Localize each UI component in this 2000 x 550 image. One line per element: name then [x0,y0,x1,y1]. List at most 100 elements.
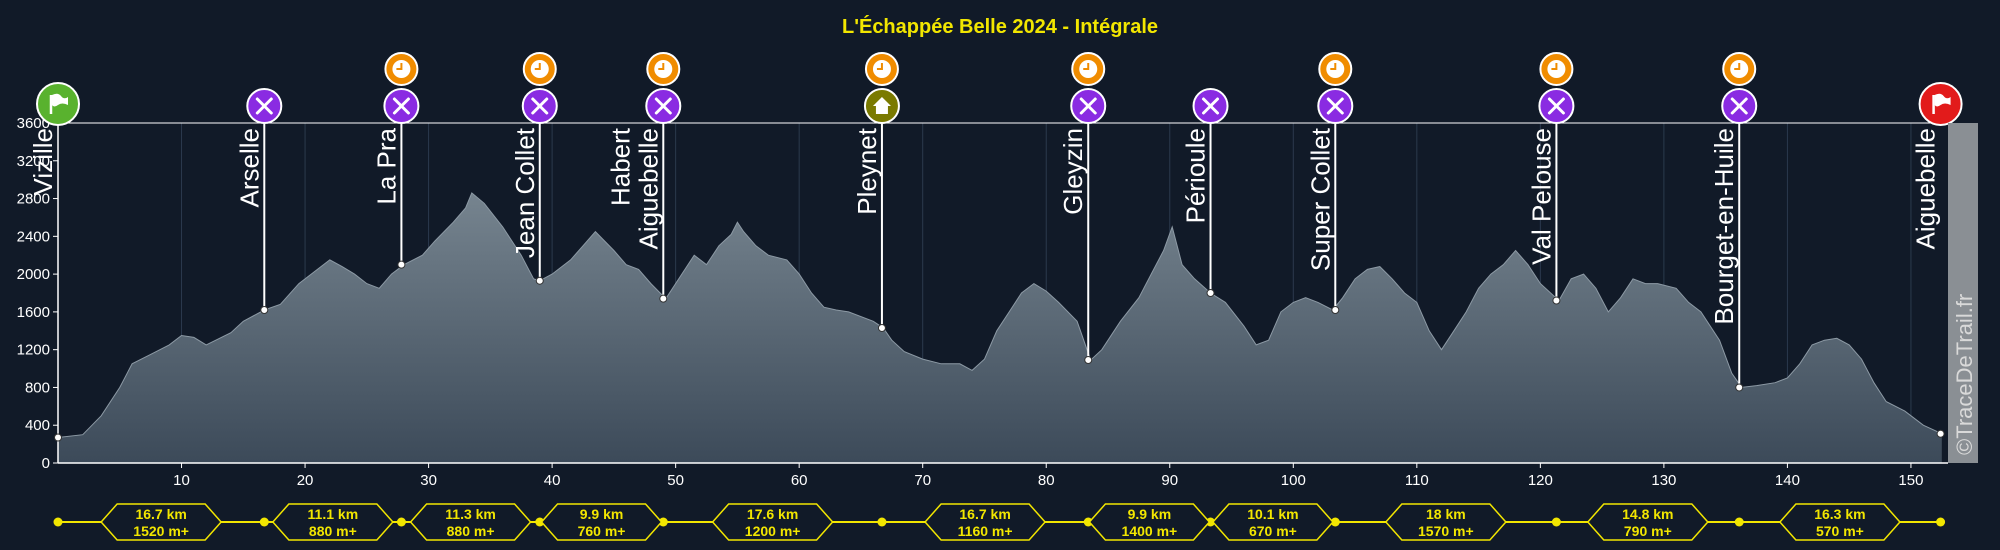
segment-node [1734,517,1744,527]
segment-elevation-gain: 670 m+ [1249,523,1297,539]
segment-distance: 17.6 km [747,506,798,522]
checkpoint-label: Pleynet [852,127,882,214]
checkpoint-dot [1552,296,1561,305]
y-tick-label: 3200 [17,153,50,170]
segment-distance: 9.9 km [1128,506,1172,522]
clock-hands [1083,63,1090,70]
house-shape [872,97,891,114]
food-icon [521,88,558,124]
segment-node [53,517,63,527]
food-icon [1538,88,1575,124]
x-tick-label: 80 [1038,472,1055,489]
segment-elevation-gain: 880 m+ [447,523,495,539]
segment-elevation-gain: 570 m+ [1816,523,1864,539]
checkpoint-label: Jean Collet [510,127,540,258]
x-tick-label: 150 [1898,472,1923,489]
clock-icon [1071,52,1106,86]
x-tick-label: 30 [420,472,437,489]
food-icon [1192,88,1229,124]
x-tick-label: 110 [1405,472,1429,489]
clock-icon [522,52,557,86]
checkpoint-label: Arselle [234,128,264,207]
checkpoint-dot [260,306,269,314]
chart-title: L'Échappée Belle 2024 - Intégrale [842,15,1158,38]
clock-hands [534,63,541,70]
checkpoint-dot [397,260,406,269]
clock-icon [384,52,419,86]
segment-distance: 10.1 km [1247,506,1298,522]
checkpoint-dot [877,323,886,332]
segment-elevation-gain: 760 m+ [578,523,626,539]
checkpoint-dot [1206,289,1215,297]
checkpoint-dot [1936,429,1945,438]
y-tick-label: 0 [42,455,50,472]
checkpoint-markers: Vizille Arselle La Pra Jean Collet Habert Aig… [28,52,1963,442]
y-tick-label: 3600 [17,115,50,132]
food-icon [645,88,682,124]
x-tick-label: 120 [1528,472,1553,489]
checkpoint-dot [54,433,62,442]
checkpoint-label: La Pra [371,127,401,204]
axes: 0 400 800 1200 1600 2000 2400 2800 3200 3600 10 20 3… [17,115,1948,489]
credit-text: ©TraceDeTrail.fr [1952,294,1977,455]
clock-icon [1722,52,1757,86]
clock-icon [864,52,899,86]
segment-hexagon [271,503,394,541]
x-tick-label: 10 [173,472,190,489]
segment-hexagon [100,503,223,541]
knife-stroke [531,97,549,115]
segment-hexagon [1778,503,1901,541]
y-tick-label: 400 [25,417,50,434]
knife-stroke [1079,97,1097,115]
checkpoint-dot [1331,306,1340,314]
elevation-line [57,192,1943,438]
elevation-area [58,192,1942,463]
y-tick-label: 800 [25,379,50,396]
flag-cloth [1934,93,1951,107]
clock-hands [876,63,883,70]
segment-elevation-gain: 790 m+ [1624,523,1672,539]
x-tick-label: 40 [544,472,561,489]
segment-node [535,517,545,527]
segment-distance: 16.7 km [135,506,186,522]
flag-cloth [52,93,68,107]
segment-hexagon [1088,503,1211,541]
segment-distance: 11.1 km [308,506,359,522]
segment-node [1936,517,1946,527]
checkpoint-dot [1735,383,1744,392]
segment-distance: 16.3 km [1814,506,1865,522]
x-tick-label: 130 [1651,472,1676,489]
segment-hexagon [540,503,663,541]
segment-distance: 9.9 km [580,506,624,522]
base-icon [863,88,900,124]
x-tick-label: 90 [1161,472,1178,489]
segment-node [1330,517,1340,527]
segment-hexagon [409,503,532,541]
food-icon [246,88,283,124]
finish-flag-icon [1918,82,1963,126]
x-tick-label: 60 [791,472,808,489]
clock-icon [1539,52,1574,86]
credit-panel: ©TraceDeTrail.fr [1948,123,1978,463]
checkpoint-label: Habert [605,127,635,206]
checkpoint-label: Aiguebelle [1911,128,1941,249]
checkpoint-label: Gleyzin [1058,128,1088,215]
clock-icon [1318,52,1353,86]
segment-hexagon [924,503,1047,541]
checkpoint-label: Vizille [28,128,58,195]
y-tick-label: 2800 [17,191,50,208]
segment-hexagon [1211,503,1334,541]
knife-stroke [654,97,672,115]
segment-distance: 14.8 km [1622,506,1673,522]
segment-hexagon [1586,503,1709,541]
food-icon [1070,88,1107,124]
knife-stroke [1547,97,1565,115]
segment-node [1551,517,1561,527]
segment-elevation-gain: 1200 m+ [745,523,801,539]
knife-stroke [1730,97,1748,115]
clock-hands [658,63,665,70]
segment-node [658,517,668,527]
segment-distance: 16.7 km [959,506,1010,522]
